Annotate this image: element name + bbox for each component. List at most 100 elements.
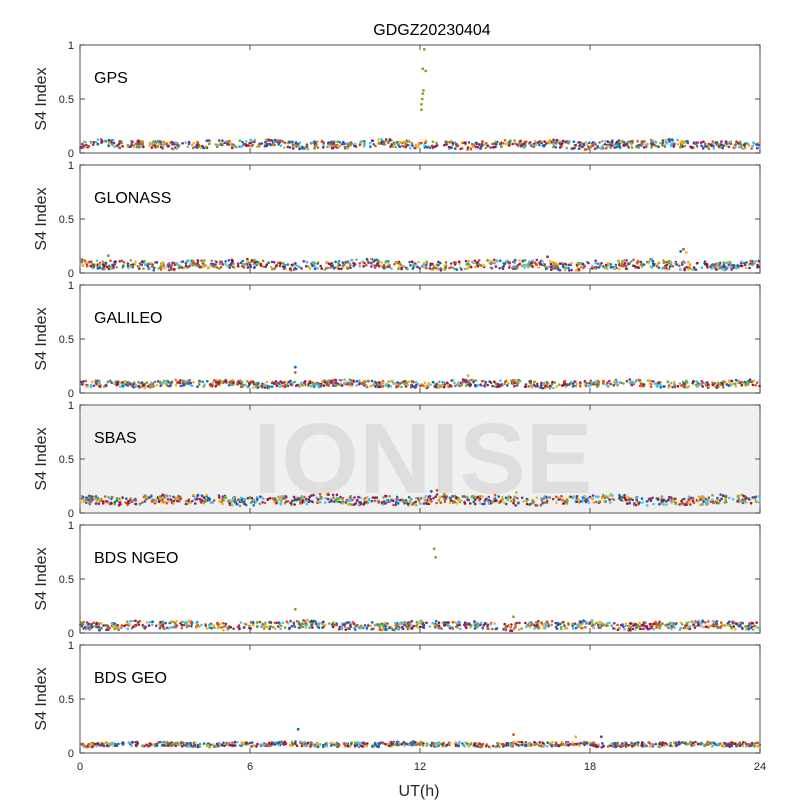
data-point — [369, 145, 372, 148]
data-point — [88, 499, 92, 503]
data-point — [573, 622, 577, 625]
data-point — [300, 622, 304, 625]
data-point — [169, 498, 173, 501]
data-point — [94, 624, 97, 628]
data-point — [524, 383, 528, 386]
data-point — [716, 381, 720, 385]
data-point — [617, 267, 621, 271]
data-point — [511, 381, 515, 385]
data-point — [130, 142, 133, 146]
data-point — [298, 626, 301, 629]
data-point — [428, 146, 432, 150]
data-point — [530, 261, 534, 265]
data-point — [471, 145, 475, 148]
data-point — [363, 624, 367, 627]
data-point — [606, 145, 610, 148]
data-point — [341, 497, 345, 500]
data-point — [423, 146, 427, 149]
data-point — [550, 383, 553, 386]
data-point — [521, 264, 524, 268]
data-point — [159, 620, 162, 624]
data-point — [136, 139, 140, 143]
data-point — [739, 264, 743, 268]
data-point — [415, 620, 419, 624]
data-point — [158, 142, 161, 146]
data-point — [555, 501, 558, 505]
data-point — [425, 260, 429, 264]
data-point — [408, 499, 412, 503]
data-point — [325, 260, 329, 264]
data-point — [92, 384, 96, 388]
data-point — [355, 379, 359, 383]
data-point — [186, 266, 189, 269]
data-point — [172, 495, 175, 499]
data-point — [287, 380, 290, 384]
data-point — [720, 140, 723, 143]
data-point — [223, 495, 227, 499]
data-point — [409, 264, 412, 267]
data-point — [476, 264, 480, 268]
data-point — [279, 144, 283, 147]
data-point — [686, 625, 690, 629]
data-point — [410, 260, 414, 264]
data-point — [349, 499, 353, 502]
data-point — [209, 626, 213, 630]
data-point — [143, 500, 147, 503]
data-point — [324, 497, 327, 500]
data-point — [584, 141, 587, 144]
data-point — [84, 140, 87, 144]
data-point — [208, 623, 211, 626]
data-point — [94, 502, 98, 505]
data-point — [493, 493, 497, 497]
data-point — [215, 380, 218, 384]
data-point — [558, 262, 562, 265]
data-point — [179, 384, 183, 388]
data-point — [565, 146, 569, 150]
data-point — [298, 144, 301, 148]
data-point — [404, 500, 408, 504]
data-point — [322, 384, 326, 388]
data-point — [561, 498, 564, 502]
data-point — [428, 495, 432, 498]
data-point — [659, 141, 662, 145]
y-tick-label: 1 — [68, 400, 74, 412]
data-point — [536, 141, 540, 144]
data-point — [254, 381, 258, 385]
data-point — [186, 145, 190, 148]
data-point — [370, 499, 374, 503]
data-point — [670, 625, 674, 628]
outlier-point — [466, 374, 470, 378]
panel-name-label: SBAS — [94, 430, 137, 447]
data-point — [466, 148, 469, 151]
data-point — [528, 624, 532, 628]
data-point — [270, 265, 273, 269]
data-point — [115, 499, 119, 502]
data-point — [469, 265, 473, 269]
data-point — [158, 623, 161, 626]
data-point — [751, 261, 754, 265]
data-point — [616, 623, 619, 627]
data-point — [678, 503, 681, 506]
data-point — [443, 268, 447, 271]
data-point — [707, 496, 711, 499]
data-point — [335, 500, 338, 503]
data-point — [650, 266, 654, 269]
data-point — [757, 260, 761, 263]
data-point — [464, 259, 468, 263]
data-point — [210, 384, 214, 388]
data-point — [341, 261, 345, 264]
data-point — [384, 265, 388, 269]
y-tick-label: 0.5 — [59, 334, 74, 346]
data-point — [711, 266, 715, 269]
y-tick-label: 0.5 — [59, 574, 74, 586]
data-point — [110, 381, 113, 385]
data-point — [240, 498, 244, 502]
data-point — [608, 498, 611, 501]
data-point — [497, 495, 501, 498]
data-point — [332, 384, 335, 387]
data-point — [288, 140, 291, 143]
data-point — [345, 380, 348, 384]
data-point — [537, 619, 540, 623]
data-point — [118, 146, 122, 150]
data-point — [424, 139, 428, 142]
